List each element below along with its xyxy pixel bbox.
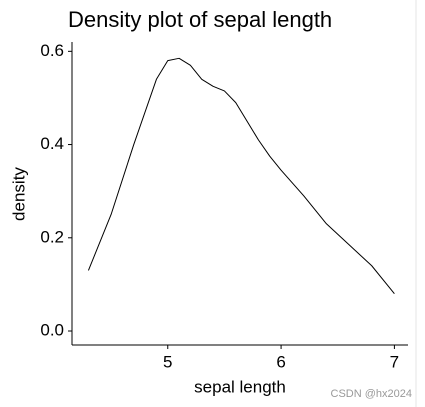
x-tick-label: 6	[276, 352, 285, 371]
chart-title: Density plot of sepal length	[68, 7, 332, 32]
x-axis-label: sepal length	[194, 377, 286, 396]
x-tick-label: 5	[163, 352, 172, 371]
watermark: CSDN @hx2024	[331, 388, 412, 400]
y-tick-label: 0.0	[40, 320, 64, 339]
density-line	[87, 57, 395, 295]
x-tick-label: 7	[390, 352, 399, 371]
y-tick-label: 0.6	[40, 41, 64, 60]
y-tick-label: 0.2	[40, 227, 64, 246]
y-axis-label: density	[9, 167, 28, 221]
y-tick-label: 0.4	[40, 134, 64, 153]
